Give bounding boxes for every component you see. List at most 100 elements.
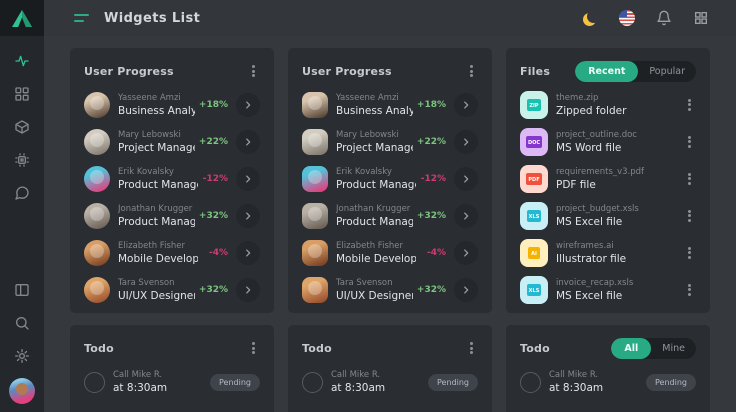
menu-toggle-icon[interactable] bbox=[72, 12, 91, 24]
sidebar-item-packages[interactable] bbox=[6, 110, 38, 143]
dark-mode-toggle[interactable] bbox=[581, 9, 599, 27]
user-progress-card-2: User Progress Yasseene Amzi Business Ana… bbox=[288, 48, 492, 313]
user-name: Yasseene Amzi bbox=[336, 92, 399, 103]
progress-change: +22% bbox=[416, 136, 446, 147]
user-progress-card-1: User Progress Yasseene Amzi Business Ana… bbox=[70, 48, 274, 313]
file-row: XLS project_budget.xsls MS Excel file bbox=[520, 197, 696, 234]
chevron-right-icon bbox=[464, 285, 469, 294]
todo-card-2: Todo Call Mike R. at 8:30am Pending Fini… bbox=[288, 325, 492, 412]
file-row: ZIP theme.zip Zipped folder bbox=[520, 86, 696, 123]
user-progress-row: Tara Svenson UI/UX Designer +32% bbox=[302, 271, 478, 308]
row-detail-button[interactable] bbox=[236, 277, 260, 302]
todo-text: Call Mike R. at 8:30am bbox=[113, 370, 210, 394]
progress-change: -12% bbox=[202, 173, 228, 184]
progress-change: +22% bbox=[198, 136, 228, 147]
progress-change: -12% bbox=[420, 173, 446, 184]
todo-time: at 8:30am bbox=[113, 382, 168, 394]
file-menu-button[interactable] bbox=[683, 168, 696, 189]
user-text: Tara Svenson UI/UX Designer bbox=[336, 278, 413, 302]
file-text: invoice_recap.xsls MS Excel file bbox=[556, 278, 683, 302]
chevron-right-icon bbox=[464, 211, 469, 220]
file-row: AI wireframes.ai Illustrator file bbox=[520, 234, 696, 271]
user-progress-list: Yasseene Amzi Business Analyst +18% Mary… bbox=[302, 86, 478, 308]
tab-recent[interactable]: Recent bbox=[575, 60, 639, 82]
user-name: Jonathan Krugger bbox=[118, 203, 193, 214]
tab-mine[interactable]: Mine bbox=[651, 338, 696, 359]
todo-list: Call Mike R. at 8:30am Pending Finish do… bbox=[84, 363, 260, 412]
todo-row: Finish document review Pending bbox=[520, 404, 696, 412]
file-menu-button[interactable] bbox=[683, 242, 696, 263]
row-detail-button[interactable] bbox=[454, 277, 478, 302]
user-text: Mary Lebowski Project Manager bbox=[336, 130, 413, 154]
progress-change: +32% bbox=[416, 210, 446, 221]
row-detail-button[interactable] bbox=[454, 240, 478, 265]
package-icon bbox=[15, 119, 29, 134]
tab-popular[interactable]: Popular bbox=[638, 61, 696, 82]
user-progress-row: Erik Kovalsky Product Manager -12% bbox=[84, 160, 260, 197]
todo-checkbox[interactable] bbox=[84, 371, 105, 393]
card-title: Files bbox=[520, 64, 551, 78]
app-logo[interactable] bbox=[0, 0, 44, 36]
file-menu-button[interactable] bbox=[683, 205, 696, 226]
user-role: Mobile Developer bbox=[336, 252, 416, 265]
row-detail-button[interactable] bbox=[454, 203, 478, 228]
user-avatar[interactable] bbox=[9, 378, 35, 404]
sidebar-item-core[interactable] bbox=[6, 143, 38, 176]
row-detail-button[interactable] bbox=[454, 129, 478, 154]
card-header: User Progress bbox=[302, 60, 478, 82]
card-menu-button[interactable] bbox=[465, 61, 478, 82]
todo-checkbox[interactable] bbox=[520, 371, 541, 393]
language-selector[interactable] bbox=[618, 9, 636, 27]
row-detail-button[interactable] bbox=[454, 92, 478, 117]
bell-icon bbox=[657, 10, 671, 26]
card-menu-button[interactable] bbox=[465, 338, 478, 359]
row-detail-button[interactable] bbox=[236, 92, 260, 117]
file-row: XLS invoice_recap.xsls MS Excel file bbox=[520, 271, 696, 308]
file-type-icon: DOC bbox=[520, 127, 548, 156]
card-menu-button[interactable] bbox=[247, 61, 260, 82]
chevron-right-icon bbox=[464, 248, 469, 257]
todo-row: Call Mike R. at 8:30am Pending bbox=[302, 363, 478, 401]
user-text: Yasseene Amzi Business Analyst bbox=[118, 93, 195, 117]
file-kind: Zipped folder bbox=[556, 104, 627, 117]
us-flag-icon bbox=[619, 10, 635, 26]
row-detail-button[interactable] bbox=[236, 240, 260, 265]
tab-all[interactable]: All bbox=[611, 337, 652, 359]
user-text: Yasseene Amzi Business Analyst bbox=[336, 93, 413, 117]
progress-change: +32% bbox=[416, 284, 446, 295]
user-name: Elizabeth Fisher bbox=[336, 240, 403, 251]
row-detail-button[interactable] bbox=[454, 166, 478, 191]
file-menu-button[interactable] bbox=[683, 131, 696, 152]
card-title: User Progress bbox=[84, 64, 174, 78]
topbar: Widgets List bbox=[44, 0, 736, 36]
progress-change: -4% bbox=[426, 247, 446, 258]
user-role: Product Manager bbox=[336, 178, 416, 191]
file-type-icon: AI bbox=[520, 238, 548, 267]
sidebar bbox=[0, 0, 44, 412]
row-detail-button[interactable] bbox=[236, 166, 260, 191]
file-menu-button[interactable] bbox=[683, 94, 696, 115]
card-menu-button[interactable] bbox=[247, 338, 260, 359]
user-progress-row: Jonathan Krugger Product Manager +32% bbox=[302, 197, 478, 234]
avatar bbox=[84, 202, 110, 229]
row-detail-button[interactable] bbox=[236, 129, 260, 154]
apps-grid-button[interactable] bbox=[692, 9, 710, 27]
card-title: Todo bbox=[84, 341, 114, 355]
sidebar-item-analytics[interactable] bbox=[6, 44, 38, 77]
sidebar-item-search[interactable] bbox=[6, 306, 38, 339]
todo-text: Call Mike R. at 8:30am bbox=[331, 370, 428, 394]
sidebar-item-widgets[interactable] bbox=[6, 77, 38, 110]
sidebar-item-chat[interactable] bbox=[6, 176, 38, 209]
notifications-button[interactable] bbox=[655, 9, 673, 27]
user-role: Product Manager bbox=[118, 215, 195, 228]
file-menu-button[interactable] bbox=[683, 279, 696, 300]
sidebar-item-settings[interactable] bbox=[6, 339, 38, 372]
user-progress-row: Yasseene Amzi Business Analyst +18% bbox=[84, 86, 260, 123]
chevron-right-icon bbox=[464, 137, 469, 146]
file-kind: PDF file bbox=[556, 178, 596, 191]
sidebar-item-layout[interactable] bbox=[6, 273, 38, 306]
row-detail-button[interactable] bbox=[236, 203, 260, 228]
todo-checkbox[interactable] bbox=[302, 371, 323, 393]
avatar bbox=[302, 276, 328, 303]
file-text: requirements_v3.pdf PDF file bbox=[556, 167, 683, 191]
